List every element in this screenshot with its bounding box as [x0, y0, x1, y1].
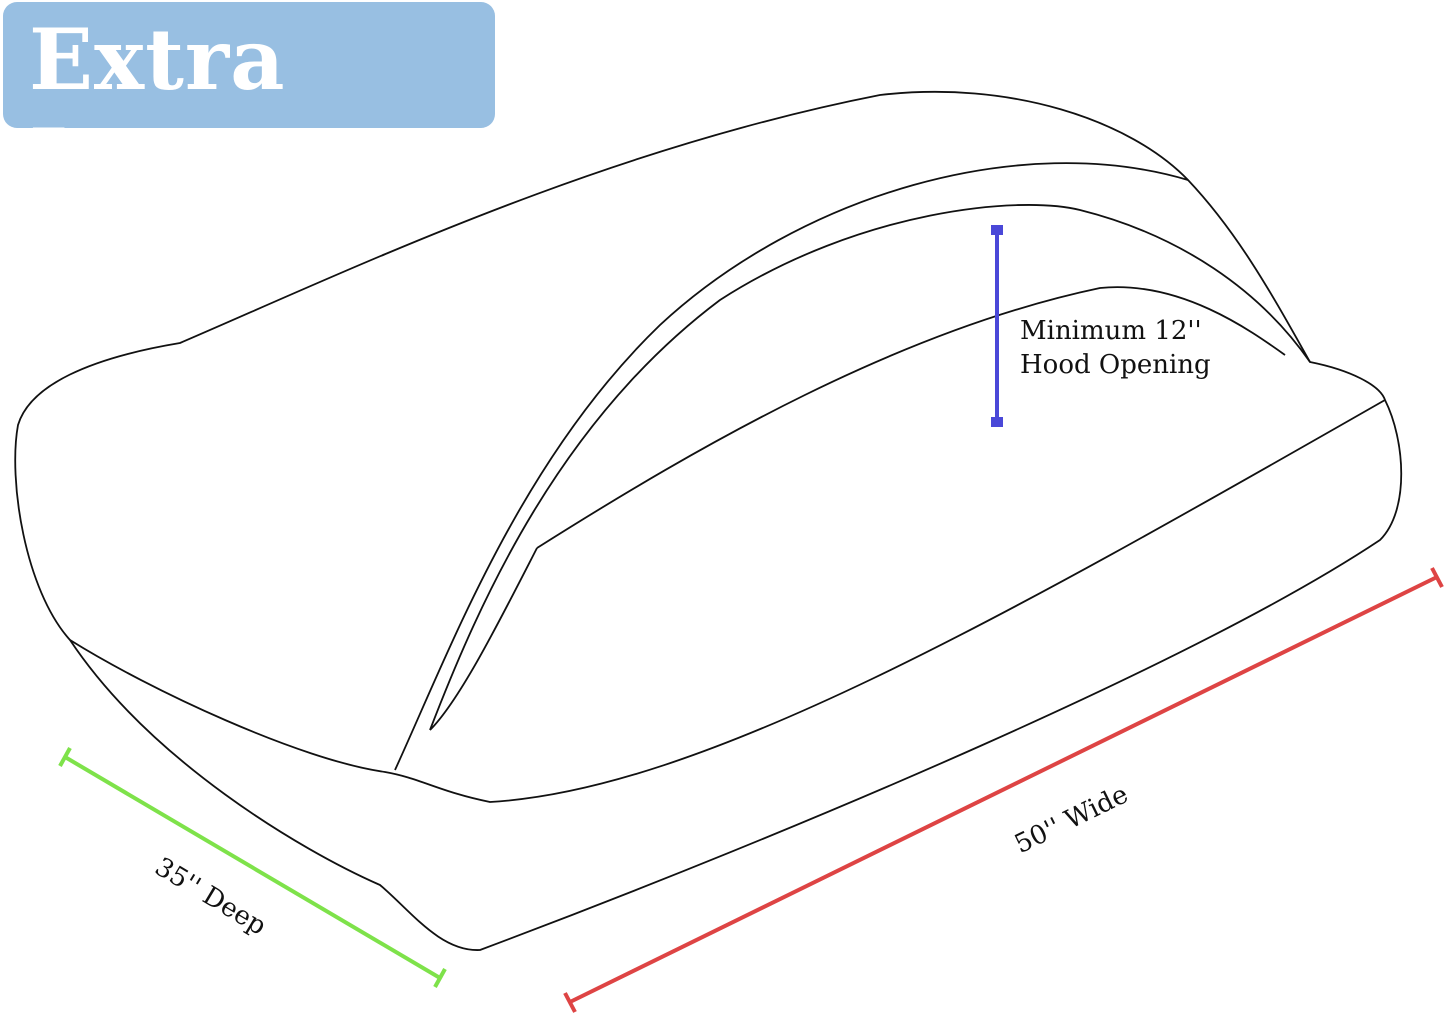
hood-label-line1: Minimum 12'' — [1020, 316, 1202, 346]
bed-outer-outline — [14, 90, 1403, 951]
bed-outline — [14, 90, 1403, 951]
hood-left-edge — [429, 547, 538, 731]
width-measure-line — [563, 567, 1444, 1013]
depth-measure-line — [58, 747, 447, 988]
hood-measure-line — [991, 225, 1003, 427]
hood-label-line2: Hood Opening — [1020, 350, 1211, 380]
bed-front-edge — [69, 399, 1386, 803]
hood-label: Minimum 12'' Hood Opening — [1020, 314, 1211, 382]
hood-outer-seam — [394, 162, 1189, 771]
hood-inner-edge — [429, 204, 1311, 731]
size-title: Extra Large — [29, 10, 304, 209]
size-badge: Extra Large — [3, 2, 495, 209]
